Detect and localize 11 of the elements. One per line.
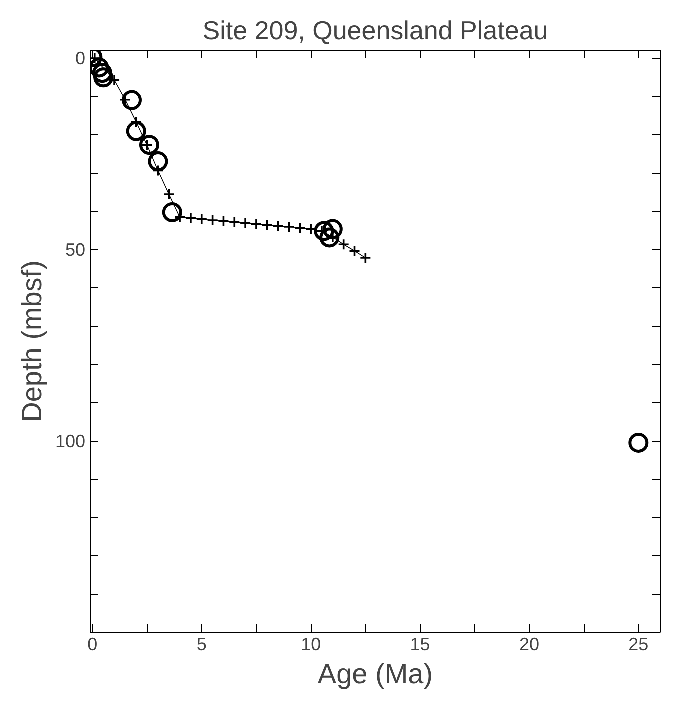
x-tick-label: 20 bbox=[519, 634, 540, 654]
x-axis-title: Age (Ma) bbox=[318, 658, 434, 690]
y-axis-title: Depth (mbsf) bbox=[16, 260, 48, 422]
y-tick-label: 0 bbox=[75, 48, 86, 69]
chart-title: Site 209, Queensland Plateau bbox=[202, 16, 548, 46]
x-tick-label: 5 bbox=[196, 634, 207, 654]
y-tick-label: 100 bbox=[55, 432, 86, 452]
x-tick-label: 25 bbox=[628, 634, 649, 654]
x-tick-label: 15 bbox=[410, 634, 430, 654]
y-tick-label: 50 bbox=[65, 240, 86, 260]
x-tick-label: 10 bbox=[301, 634, 322, 654]
